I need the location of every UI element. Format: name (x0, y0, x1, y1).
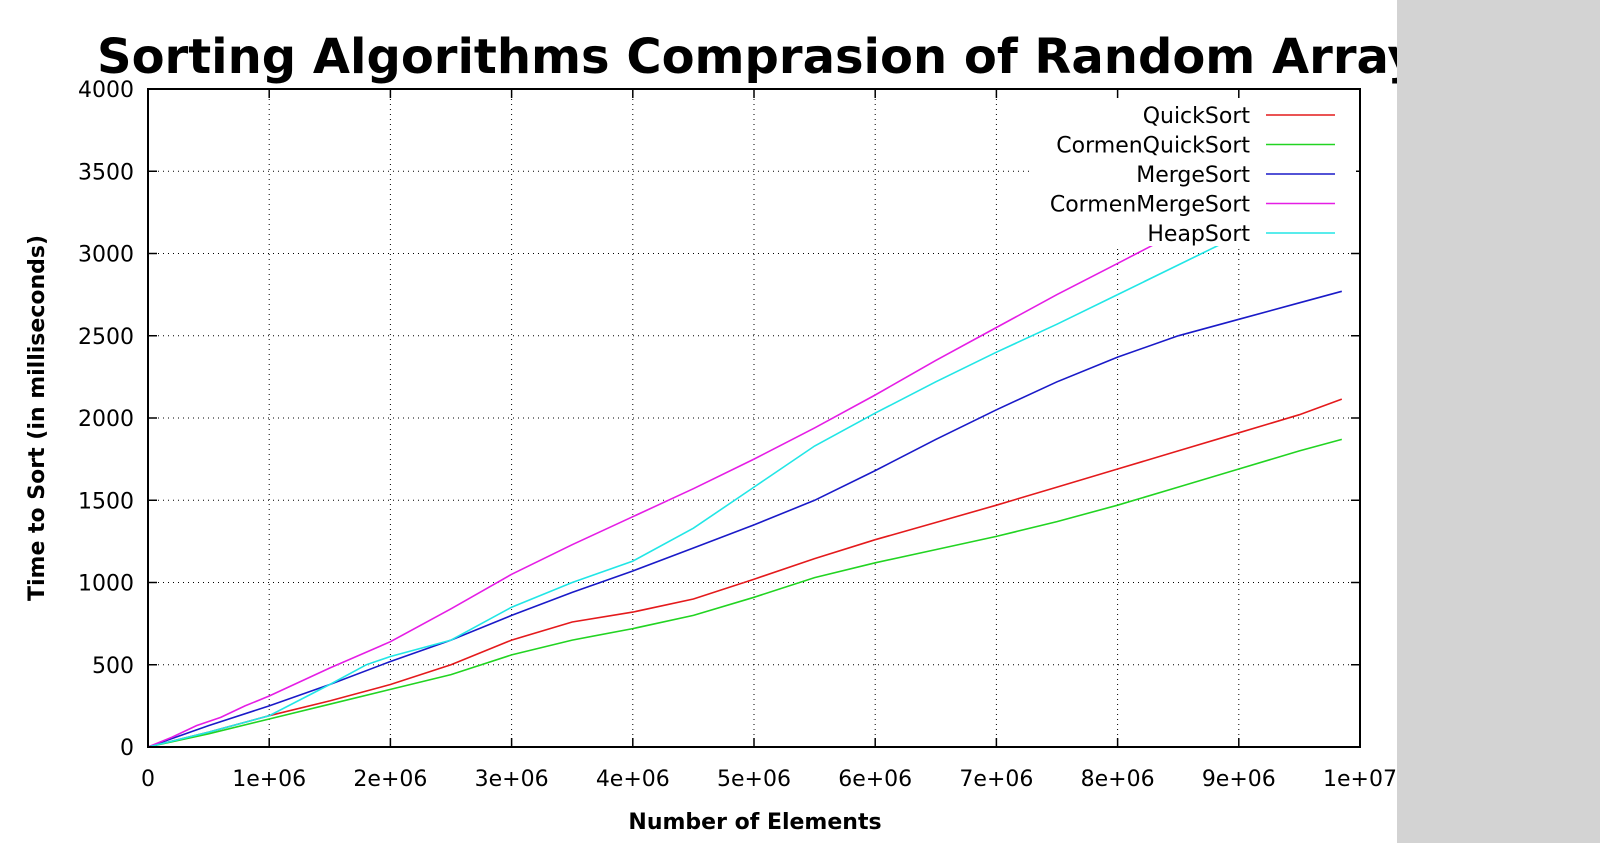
x-tick-label: 8e+06 (1081, 767, 1155, 792)
y-axis-label: Time to Sort (in milliseconds) (25, 235, 50, 601)
legend-background (1030, 98, 1356, 246)
y-tick-label: 0 (120, 736, 134, 761)
y-tick-label: 2000 (78, 407, 134, 432)
series-line-cormenmergesort (147, 158, 1343, 748)
series-line-quicksort (147, 398, 1343, 748)
x-tick-label: 6e+06 (838, 767, 912, 792)
legend-label-quicksort: QuickSort (1143, 104, 1251, 129)
series-line-cormenquicksort (147, 438, 1343, 748)
series-line-mergesort (147, 290, 1343, 748)
legend-label-mergesort: MergeSort (1136, 163, 1250, 188)
axis-ticks: 0 1e+06 2e+06 3e+06 4e+06 5e+06 6e+06 7e+06 8e+0… (78, 78, 1397, 792)
x-axis-label: Number of Elements (628, 810, 881, 835)
x-tick-label: 0 (141, 767, 155, 792)
y-tick-label: 2500 (78, 325, 134, 350)
y-tick-label: 1000 (78, 572, 134, 597)
x-tick-label: 1e+07 (1323, 767, 1397, 792)
x-tick-label: 1e+06 (232, 767, 306, 792)
blank-side-panel (1397, 0, 1600, 843)
y-tick-label: 3000 (78, 243, 134, 268)
y-tick-label: 4000 (78, 78, 134, 103)
x-tick-label: 4e+06 (596, 767, 670, 792)
x-tick-label: 7e+06 (959, 767, 1033, 792)
series-lines (147, 158, 1343, 748)
x-tick-label: 9e+06 (1202, 767, 1276, 792)
x-tick-label: 3e+06 (475, 767, 549, 792)
x-tick-label: 5e+06 (717, 767, 791, 792)
legend-label-cormenquicksort: CormenQuickSort (1056, 134, 1250, 159)
line-chart: Sorting Algorithms Comprasion of Random … (25, 29, 1397, 835)
y-tick-label: 1500 (78, 489, 134, 514)
legend-label-heapsort: HeapSort (1147, 222, 1250, 247)
x-tick-label: 2e+06 (353, 767, 427, 792)
legend-label-cormenmergesort: CormenMergeSort (1050, 193, 1251, 218)
legend: QuickSort CormenQuickSort MergeSort CormenM… (1030, 98, 1356, 247)
chart-title: Sorting Algorithms Comprasion of Random … (97, 29, 1397, 85)
series-line-heapsort (147, 182, 1343, 748)
y-tick-label: 3500 (78, 160, 134, 185)
y-tick-label: 500 (92, 654, 134, 679)
